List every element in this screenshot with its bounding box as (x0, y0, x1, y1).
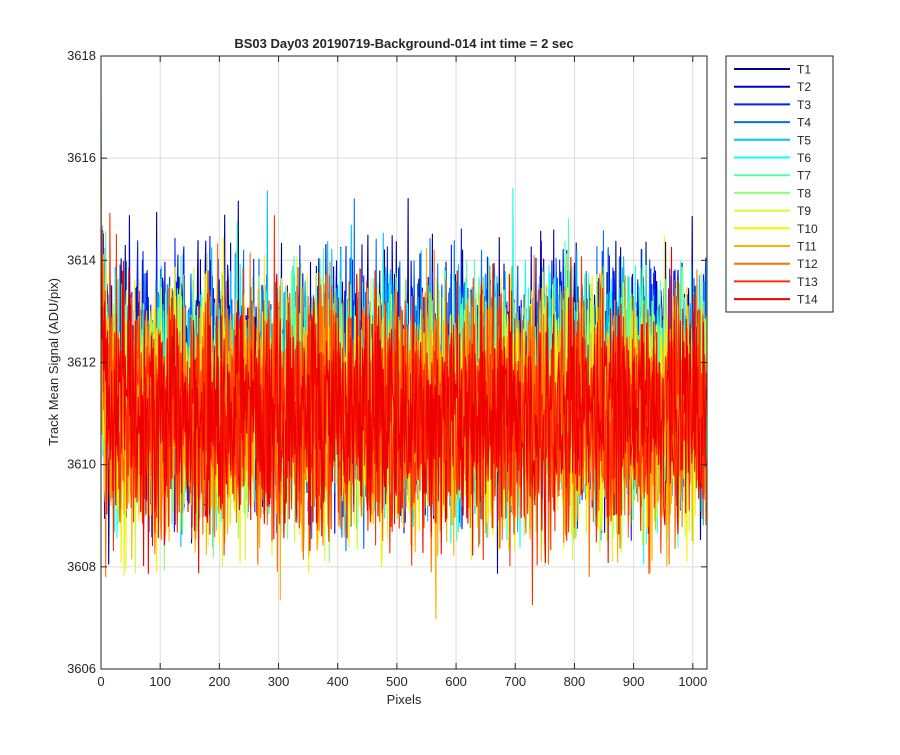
legend-label: T1 (797, 63, 811, 77)
y-axis-label: Track Mean Signal (ADU/pix) (46, 278, 61, 446)
legend-label: T5 (797, 133, 811, 147)
x-tick-label: 700 (504, 674, 526, 689)
x-tick-label: 900 (623, 674, 645, 689)
legend-label: T6 (797, 151, 811, 165)
series-lines (101, 96, 707, 620)
legend-label: T10 (797, 222, 818, 236)
legend-label: T8 (797, 186, 811, 200)
y-tick-label: 3608 (67, 559, 96, 574)
series-line-T13 (101, 212, 707, 605)
legend-label: T4 (797, 116, 811, 130)
x-tick-label: 0 (97, 674, 104, 689)
x-tick-label: 300 (268, 674, 290, 689)
legend-box (725, 55, 834, 313)
y-tick-label: 3612 (67, 355, 96, 370)
legend: T1 T2 T3 T4 T5 T6 T7 T8 T9 T10 T11 T12 T13 T14 (725, 55, 834, 313)
legend-label: T3 (797, 98, 811, 112)
x-tick-label: 1000 (678, 674, 707, 689)
y-axis-ticks: 3606 3608 3610 3612 3614 3616 3618 (67, 48, 707, 676)
legend-label: T2 (797, 80, 811, 94)
legend-label: T7 (797, 169, 811, 183)
x-axis-ticks: 0 100 200 300 400 500 600 700 800 900 1000 (97, 56, 707, 689)
legend-label: T12 (797, 257, 818, 271)
x-tick-label: 400 (327, 674, 349, 689)
x-tick-label: 800 (564, 674, 586, 689)
y-tick-label: 3610 (67, 457, 96, 472)
y-tick-label: 3614 (67, 252, 96, 267)
y-tick-label: 3606 (67, 661, 96, 676)
x-tick-label: 200 (209, 674, 231, 689)
legend-label: T11 (797, 240, 817, 254)
series-line-T14 (101, 246, 707, 574)
y-tick-label: 3618 (67, 48, 96, 63)
x-axis-label: Pixels (387, 692, 422, 707)
legend-label: T13 (797, 275, 818, 289)
x-tick-label: 100 (149, 674, 171, 689)
y-tick-label: 3616 (67, 150, 96, 165)
legend-label: T14 (797, 293, 818, 307)
legend-label: T9 (797, 204, 811, 218)
x-tick-label: 600 (445, 674, 467, 689)
chart-title: BS03 Day03 20190719-Background-014 int t… (234, 36, 573, 51)
x-tick-label: 500 (386, 674, 408, 689)
